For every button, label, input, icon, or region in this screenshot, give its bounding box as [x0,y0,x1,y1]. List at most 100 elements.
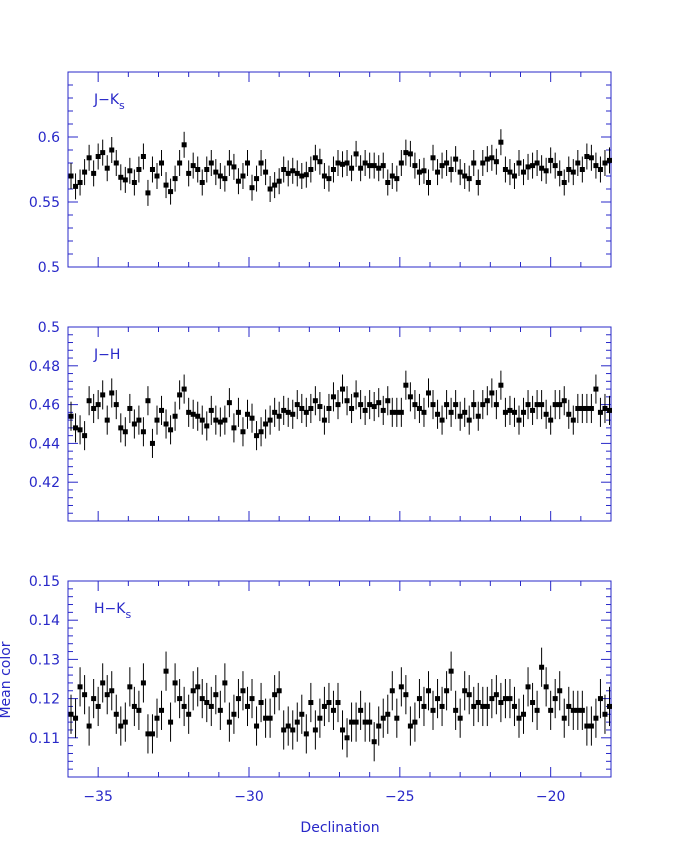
data-point [235,696,241,702]
data-point [507,696,513,702]
y-tick-label: 0.46 [29,398,60,414]
data-point [602,405,608,411]
data-point [557,170,563,176]
data-point [561,715,567,721]
data-point [136,417,142,423]
data-point [606,703,612,709]
data-point [276,178,282,184]
data-point [435,169,441,175]
data-point [330,707,336,713]
data-point [349,405,355,411]
data-point [421,703,427,709]
data-point [208,407,214,413]
data-point [335,402,341,408]
data-point [425,390,431,396]
data-point [340,386,346,392]
data-point [584,154,590,159]
data-point [543,168,549,174]
data-point [222,417,228,423]
data-point [168,427,174,433]
data-point [516,160,522,166]
data-point [272,692,278,698]
data-point [385,398,391,404]
data-point [263,169,269,175]
data-point [168,719,174,725]
data-point [276,413,282,419]
data-point [453,707,459,713]
y-tick-label: 0.12 [29,692,60,708]
data-point [163,668,169,674]
data-point [177,696,183,702]
data-point [407,394,413,400]
data-point [489,696,495,702]
data-point [448,167,454,172]
data-point [244,160,250,166]
data-point [226,400,232,406]
data-point [425,688,431,694]
data-point [226,719,232,725]
data-point [539,664,545,670]
data-point [552,163,558,169]
data-point [575,405,581,411]
data-point [195,684,201,690]
data-point [312,727,318,733]
data-point [317,159,323,165]
data-point [213,692,219,698]
data-point [195,167,201,172]
data-point [82,433,88,439]
data-point [290,727,296,733]
data-point [462,409,468,415]
data-point [602,160,608,166]
data-point [190,163,196,169]
data-point [68,173,74,179]
data-point [430,707,436,713]
data-point [159,407,165,413]
data-point [181,703,187,709]
data-point [231,425,237,431]
data-point [606,407,612,413]
data-point [475,700,481,706]
data-point [276,688,282,694]
data-point [579,405,585,411]
data-point [140,680,146,686]
y-tick-label: 0.42 [29,475,60,491]
data-point [389,688,395,694]
data-point [109,147,115,153]
data-point [371,163,377,169]
panel-label-subscript: s [125,608,131,621]
data-point [416,696,422,702]
data-point [349,165,355,171]
data-point [362,407,368,413]
data-point [195,413,201,419]
data-point [493,159,499,165]
data-point [597,409,603,415]
data-point [231,711,237,717]
data-point [548,707,554,713]
data-point [217,173,223,179]
data-point [539,165,545,171]
data-point [263,715,269,721]
data-point [272,182,278,188]
data-point [561,180,567,185]
data-point [340,727,346,733]
data-point [394,409,400,415]
data-point [557,402,563,408]
panel-label: J−H [93,347,120,363]
data-point [570,169,576,175]
data-point [244,703,250,709]
data-point [217,707,223,713]
data-point [498,700,504,706]
data-point [258,429,264,435]
data-point [593,386,599,392]
data-point [127,684,133,690]
data-point [204,700,210,706]
data-point [376,400,382,406]
data-point [118,425,124,431]
data-point [317,715,323,721]
data-point [254,723,260,729]
data-point [100,680,106,686]
data-point [235,409,241,415]
data-point [127,405,133,411]
data-point [172,680,178,686]
